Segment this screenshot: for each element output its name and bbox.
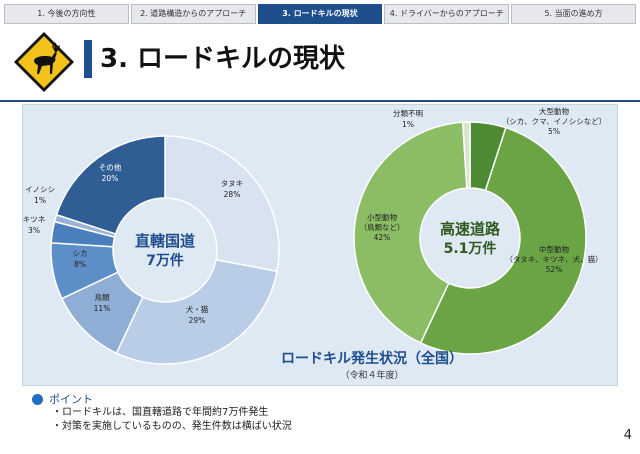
slice-sublabel: （鳥類など） [360, 222, 405, 232]
title-underline [0, 100, 640, 102]
donut-center-title: 高速道路 [440, 220, 501, 238]
charts-area: タヌキ 28% 犬・猫 29% 鳥類 11% シカ 8% キツネ 3% イノシシ 1% その他 20% 直轄… [23, 106, 606, 365]
pie-slice [353, 121, 468, 344]
slice-percent: 28% [224, 190, 241, 199]
pie-slice [55, 135, 166, 235]
slice-percent: 42% [374, 233, 391, 242]
slice-percent: 11% [94, 304, 111, 313]
slice-label: 鳥類 [95, 292, 110, 302]
title-accent-bar [84, 40, 92, 78]
slice-label: シカ [73, 249, 88, 258]
deer-crossing-sign-icon [14, 32, 74, 92]
tab-4[interactable]: 4. ドライバーからのアプローチ [384, 4, 510, 24]
slice-label: 犬・猫 [186, 304, 209, 314]
slice-label: イノシシ [25, 185, 55, 194]
slice-percent: 1% [34, 196, 46, 205]
tab-5[interactable]: 5. 当面の進め方 [511, 4, 636, 24]
tab-3[interactable]: 3. ロードキルの現状 [257, 4, 383, 24]
slice-percent: 20% [102, 174, 119, 183]
point-item-1: ・ロードキルは、国直轄道路で年間約7万件発生 [52, 407, 269, 418]
slice-percent: 52% [546, 265, 563, 274]
points-heading: ポイント [32, 392, 592, 406]
points-box: ポイント ・ロードキルは、国直轄道路で年間約7万件発生 ・対策を実施しているもの… [32, 392, 592, 434]
slice-percent: 3% [28, 226, 40, 235]
slice-label: 分類不明 [393, 108, 423, 118]
slice-sublabel: （シカ、クマ、イノシシなど） [502, 117, 606, 126]
slice-percent: 1% [402, 120, 414, 129]
slice-percent: 5% [548, 127, 560, 136]
chart-caption-sub: （令和４年度） [340, 371, 404, 381]
slice-label: タヌキ [221, 179, 244, 188]
slice-label: 中型動物 [539, 244, 569, 254]
pie-slice [164, 135, 280, 273]
slice-label: キツネ [23, 215, 46, 224]
tab-2[interactable]: 2. 道路構造からのアプローチ [130, 4, 256, 24]
pie-slice [115, 258, 278, 365]
slice-label: 大型動物 [539, 106, 569, 116]
slice-percent: 8% [74, 260, 86, 269]
slice-sublabel: （タヌキ、キツネ、犬、猫） [505, 254, 602, 264]
pie-slice [461, 121, 471, 189]
donut-center-title: 直轄国道 [135, 232, 195, 250]
points-heading-label: ポイント [49, 393, 93, 406]
chart-caption: ロードキル発生状況（全国） [281, 351, 463, 367]
section-tabs: 1. 今後の方向性 2. 道路構造からのアプローチ 3. ロードキルの現状 4.… [4, 4, 636, 24]
pie-slice [419, 126, 587, 355]
slice-label: 小型動物 [367, 212, 397, 222]
tab-1[interactable]: 1. 今後の方向性 [4, 4, 129, 24]
donut-center-total: 5.1万件 [444, 240, 497, 257]
donut-center-total: 7万件 [146, 252, 184, 269]
slice-percent: 29% [189, 316, 206, 325]
page-title: 3. ロードキルの現状 [100, 44, 346, 74]
point-item-2: ・対策を実施しているものの、発生件数は横ばい状況 [52, 421, 292, 432]
slice-label: その他 [99, 162, 122, 172]
bullet-icon [32, 393, 43, 405]
page-number: 4 [623, 428, 632, 443]
